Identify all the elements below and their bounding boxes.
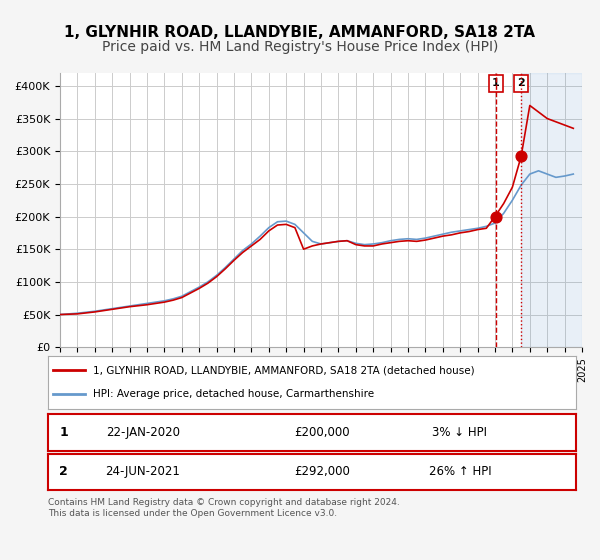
Text: 26% ↑ HPI: 26% ↑ HPI <box>428 465 491 478</box>
Text: Contains HM Land Registry data © Crown copyright and database right 2024.
This d: Contains HM Land Registry data © Crown c… <box>48 498 400 518</box>
Point <box>516 152 526 161</box>
Point <box>491 212 501 221</box>
Text: HPI: Average price, detached house, Carmarthenshire: HPI: Average price, detached house, Carm… <box>93 389 374 399</box>
Text: 1: 1 <box>59 426 68 439</box>
Text: 3% ↓ HPI: 3% ↓ HPI <box>433 426 487 439</box>
Text: 2: 2 <box>517 78 525 88</box>
Text: 1, GLYNHIR ROAD, LLANDYBIE, AMMANFORD, SA18 2TA (detached house): 1, GLYNHIR ROAD, LLANDYBIE, AMMANFORD, S… <box>93 366 475 376</box>
Text: £200,000: £200,000 <box>295 426 350 439</box>
Text: Price paid vs. HM Land Registry's House Price Index (HPI): Price paid vs. HM Land Registry's House … <box>102 40 498 54</box>
Text: £292,000: £292,000 <box>295 465 350 478</box>
Text: 22-JAN-2020: 22-JAN-2020 <box>106 426 180 439</box>
Text: 2: 2 <box>59 465 68 478</box>
Text: 1: 1 <box>492 78 500 88</box>
Text: 1, GLYNHIR ROAD, LLANDYBIE, AMMANFORD, SA18 2TA: 1, GLYNHIR ROAD, LLANDYBIE, AMMANFORD, S… <box>65 25 536 40</box>
Bar <box>521 73 582 347</box>
Text: 24-JUN-2021: 24-JUN-2021 <box>106 465 181 478</box>
